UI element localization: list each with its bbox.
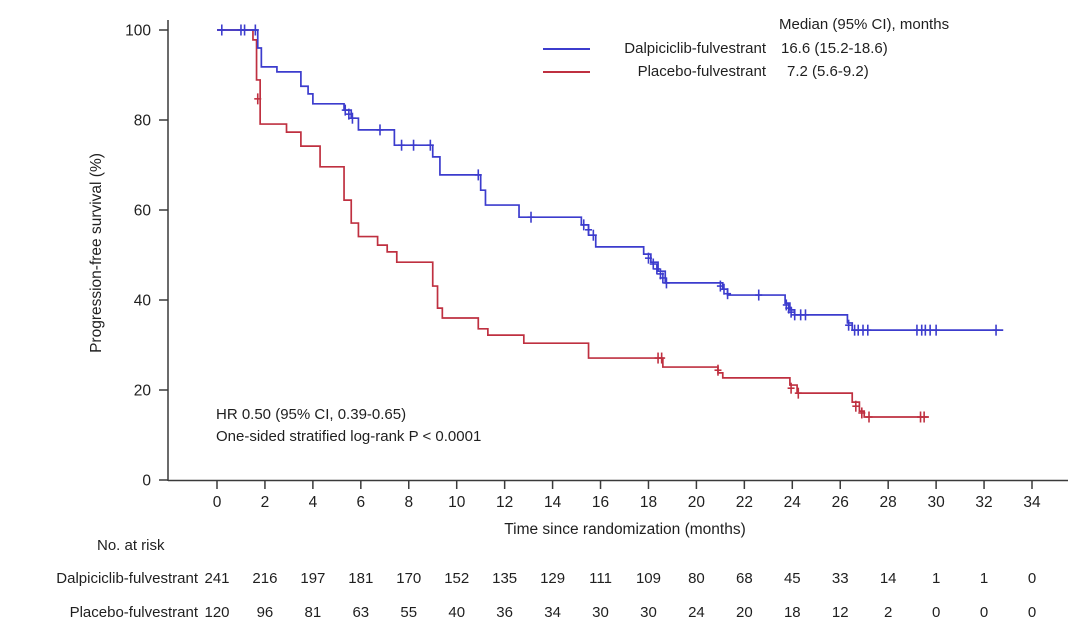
y-tick-label: 20 <box>134 383 152 400</box>
risk-value: 34 <box>544 604 561 621</box>
x-tick-label: 30 <box>927 494 945 511</box>
risk-value: 241 <box>204 570 230 587</box>
y-axis-title: Progression-free survival (%) <box>88 153 105 353</box>
risk-value: 40 <box>448 604 466 621</box>
risk-value: 197 <box>300 570 326 587</box>
risk-value: 81 <box>304 604 322 621</box>
legend-line-dalpiciclib <box>543 48 590 50</box>
legend-label: Placebo-fulvestrant <box>637 63 766 80</box>
risk-value: 12 <box>831 604 849 621</box>
risk-value: 55 <box>400 604 418 621</box>
x-tick-label: 12 <box>496 494 513 511</box>
risk-value: 18 <box>783 604 801 621</box>
y-tick-label: 0 <box>142 473 151 490</box>
legend-line-placebo <box>543 71 590 73</box>
risk-value: 24 <box>688 604 705 621</box>
risk-value: 120 <box>204 604 230 621</box>
x-tick-label: 2 <box>261 494 270 511</box>
logrank-annotation: One-sided stratified log-rank P < 0.0001 <box>216 428 482 445</box>
x-tick-label: 0 <box>213 494 222 511</box>
risk-value: 33 <box>831 570 849 587</box>
survival-curve-placebo-fulvestrant <box>217 29 929 418</box>
risk-value: 68 <box>736 570 753 587</box>
y-tick-label: 80 <box>134 113 152 130</box>
risk-value: 63 <box>352 604 370 621</box>
x-tick-label: 10 <box>448 494 466 511</box>
risk-row-label: Placebo-fulvestrant <box>69 604 198 621</box>
y-tick-label: 40 <box>134 293 152 310</box>
survival-curve-dalpiciclib-fulvestrant <box>217 29 1004 331</box>
risk-value: 1 <box>979 570 989 587</box>
x-tick-label: 28 <box>880 494 897 511</box>
risk-value: 152 <box>444 570 470 587</box>
hazard-ratio-annotation: HR 0.50 (95% CI, 0.39-0.65) <box>216 406 407 423</box>
risk-value: 45 <box>783 570 801 587</box>
risk-value: 135 <box>492 570 518 587</box>
risk-value: 20 <box>736 604 753 621</box>
x-tick-label: 32 <box>975 494 992 511</box>
risk-value: 181 <box>348 570 374 587</box>
risk-value: 2 <box>884 604 893 621</box>
x-tick-label: 6 <box>357 494 366 511</box>
legend-median-value: 7.2 (5.6-9.2) <box>787 63 869 80</box>
risk-value: 96 <box>256 604 274 621</box>
x-tick-label: 16 <box>592 494 609 511</box>
risk-value: 0 <box>979 604 989 621</box>
risk-value: 129 <box>540 570 566 587</box>
risk-value: 109 <box>635 570 661 587</box>
legend-median-header: Median (95% CI), months <box>779 16 950 33</box>
risk-value: 14 <box>879 570 897 587</box>
risk-value: 170 <box>396 570 422 587</box>
risk-value: 0 <box>931 604 941 621</box>
x-tick-label: 14 <box>544 494 562 511</box>
x-tick-label: 4 <box>309 494 318 511</box>
risk-value: 216 <box>252 570 278 587</box>
legend-median-value: 16.6 (15.2-18.6) <box>781 40 888 57</box>
risk-table-title: No. at risk <box>97 537 165 554</box>
risk-value: 111 <box>589 570 612 587</box>
risk-value: 30 <box>640 604 657 621</box>
risk-row-label: Dalpiciclib-fulvestrant <box>56 570 198 587</box>
risk-value: 30 <box>592 604 609 621</box>
x-tick-label: 20 <box>688 494 706 511</box>
x-tick-label: 22 <box>736 494 753 511</box>
y-tick-label: 100 <box>125 23 151 40</box>
x-tick-label: 26 <box>832 494 849 511</box>
x-tick-label: 34 <box>1023 494 1041 511</box>
x-tick-label: 8 <box>404 494 413 511</box>
risk-value: 0 <box>1027 570 1037 587</box>
risk-value: 0 <box>1027 604 1037 621</box>
risk-value: 36 <box>496 604 513 621</box>
x-axis-title: Time since randomization (months) <box>504 521 746 538</box>
y-tick-label: 60 <box>134 203 152 220</box>
risk-value: 80 <box>688 570 705 587</box>
risk-value: 1 <box>931 570 941 587</box>
legend-label: Dalpiciclib-fulvestrant <box>624 40 766 57</box>
x-tick-label: 24 <box>784 494 802 511</box>
x-tick-label: 18 <box>640 494 657 511</box>
